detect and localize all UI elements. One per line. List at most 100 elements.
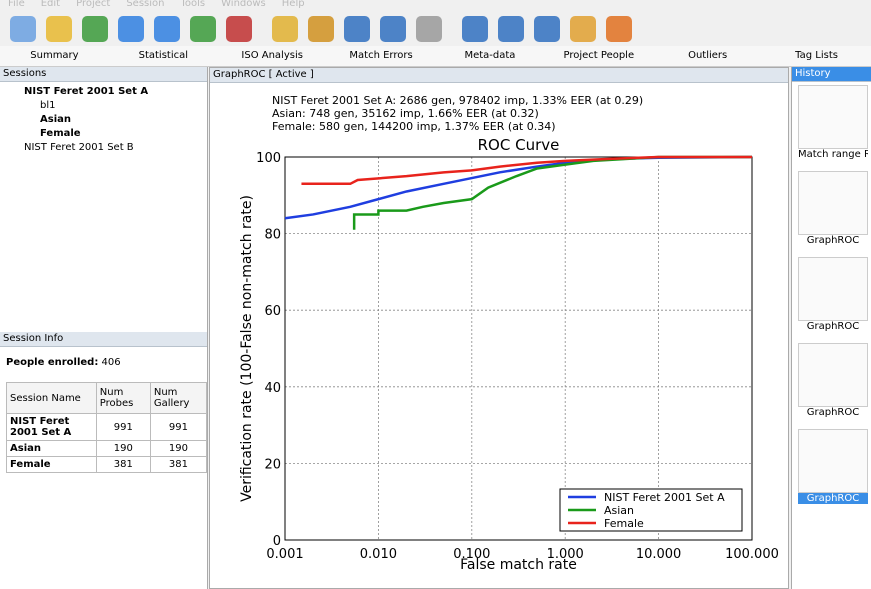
label: People enrolled: (6, 357, 99, 368)
x-tick-label: 0.100 (453, 547, 490, 562)
toolbar-button[interactable] (416, 16, 442, 42)
history-item[interactable]: GraphROC (798, 429, 868, 509)
toolbar-button[interactable] (272, 16, 298, 42)
x-axis-label: False match rate (460, 557, 577, 573)
legend-label: NIST Feret 2001 Set A (604, 491, 725, 504)
toolbar-button[interactable] (462, 16, 488, 42)
cell: Female (6, 456, 97, 473)
history-panel: History Match range Report GraphROC GraphR… (791, 67, 871, 589)
thumbnail (798, 343, 868, 407)
tab[interactable]: Tag Lists (795, 50, 838, 61)
chart-title: ROC Curve (478, 136, 560, 154)
cell: 991 (149, 413, 208, 441)
toolbar-button[interactable] (380, 16, 406, 42)
tab[interactable]: Meta-data (464, 50, 516, 61)
header-cell: Num Probes (95, 382, 151, 414)
toolbar (0, 10, 871, 44)
history-item[interactable]: GraphROC (798, 257, 868, 337)
cell: 190 (149, 440, 208, 457)
toolbar-button[interactable] (190, 16, 216, 42)
y-axis-label: Verification rate (100-False non-match r… (239, 195, 255, 502)
panel-header: GraphROC [ Active ] (210, 68, 788, 83)
session-info-panel: Session Info People enrolled: 406 Sessio… (0, 332, 208, 589)
series-line (352, 155, 752, 230)
row: Female 381 381 (6, 456, 208, 473)
toolbar-button[interactable] (534, 16, 560, 42)
tree-node[interactable]: NIST Feret 2001 Set B (24, 142, 134, 153)
menu-item[interactable]: Edit (40, 0, 61, 9)
history-label: Match range Report (798, 149, 868, 160)
panel-header: Session Info (0, 332, 207, 347)
row: NIST Feret 2001 Set A 991 991 (6, 413, 208, 441)
thumbnail (798, 429, 868, 493)
tab[interactable]: Project People (563, 50, 635, 61)
menu-item[interactable]: Session (126, 0, 165, 9)
tab[interactable]: Statistical (138, 50, 189, 61)
y-tick-label: 60 (264, 304, 281, 319)
row: Asian 190 190 (6, 440, 208, 457)
toolbar-button[interactable] (46, 16, 72, 42)
menu-bar: File Edit Project Session Tools Windows Help (0, 0, 871, 10)
panel-header: History (792, 67, 871, 82)
toolbar-button[interactable] (498, 16, 524, 42)
y-tick-label: 100 (256, 151, 281, 166)
cell: Asian (6, 440, 97, 457)
tree-node[interactable]: bl1 (40, 100, 56, 111)
x-tick-label: 1.000 (547, 547, 584, 562)
menu-item[interactable]: Help (281, 0, 305, 9)
header-cell: Num Gallery (149, 382, 208, 414)
history-item[interactable]: GraphROC (798, 343, 868, 423)
series-line (284, 155, 753, 220)
legend-label: Asian (604, 504, 634, 517)
menu-item[interactable]: Tools (180, 0, 206, 9)
tab[interactable]: Summary (30, 50, 79, 61)
tree-node[interactable]: Female (40, 128, 81, 139)
thumbnail (798, 171, 868, 235)
tree-node[interactable]: NIST Feret 2001 Set A (24, 86, 149, 97)
thumbnail (798, 257, 868, 321)
cell: NIST Feret 2001 Set A (6, 413, 97, 441)
history-label: GraphROC (806, 321, 860, 332)
toolbar-button[interactable] (118, 16, 144, 42)
toolbar-button[interactable] (226, 16, 252, 42)
x-tick-label: 10.000 (636, 547, 682, 562)
annotation: NIST Feret 2001 Set A: 2686 gen, 978402 … (272, 94, 643, 107)
tab[interactable]: ISO Analysis (241, 50, 303, 61)
toolbar-button[interactable] (308, 16, 334, 42)
toolbar-button[interactable] (154, 16, 180, 42)
graph-panel: GraphROC [ Active ] (209, 67, 789, 589)
history-item[interactable]: Match range Report (798, 85, 868, 165)
annotation: Asian: 748 gen, 35162 imp, 1.66% EER (at… (272, 107, 539, 120)
history-label: GraphROC (806, 235, 860, 246)
toolbar-button[interactable] (606, 16, 632, 42)
y-tick-label: 20 (264, 457, 281, 472)
menu-item[interactable]: Windows (221, 0, 266, 9)
panel-header: Sessions (0, 67, 207, 82)
tree-node[interactable]: Asian (40, 114, 71, 125)
x-tick-label: 0.010 (360, 547, 397, 562)
x-tick-label: 0.001 (266, 547, 303, 562)
enrolled: People enrolled: 406 (0, 347, 207, 378)
toolbar-button[interactable] (570, 16, 596, 42)
tree: NIST Feret 2001 Set A bl1 Asian Female NIST … (0, 82, 207, 158)
value: 406 (101, 357, 121, 368)
menu-item[interactable]: Project (76, 0, 111, 9)
plot-frame (284, 156, 753, 541)
cell: 190 (95, 440, 151, 457)
history-item[interactable]: GraphROC (798, 171, 868, 251)
menu-item[interactable]: File (8, 0, 25, 9)
tab[interactable]: Outliers (688, 50, 728, 61)
legend-label: Female (604, 517, 644, 530)
roc-chart: NIST Feret 2001 Set A: 2686 gen, 978402 … (239, 94, 779, 573)
toolbar-button[interactable] (10, 16, 36, 42)
cell: 381 (95, 456, 151, 473)
cell: 991 (95, 413, 151, 441)
tab[interactable]: Match Errors (349, 50, 413, 61)
thumbnail (798, 85, 868, 149)
toolbar-button[interactable] (82, 16, 108, 42)
toolbar-button[interactable] (344, 16, 370, 42)
y-tick-label: 80 (264, 228, 281, 243)
cell: 381 (149, 456, 208, 473)
y-tick-label: 40 (264, 381, 281, 396)
